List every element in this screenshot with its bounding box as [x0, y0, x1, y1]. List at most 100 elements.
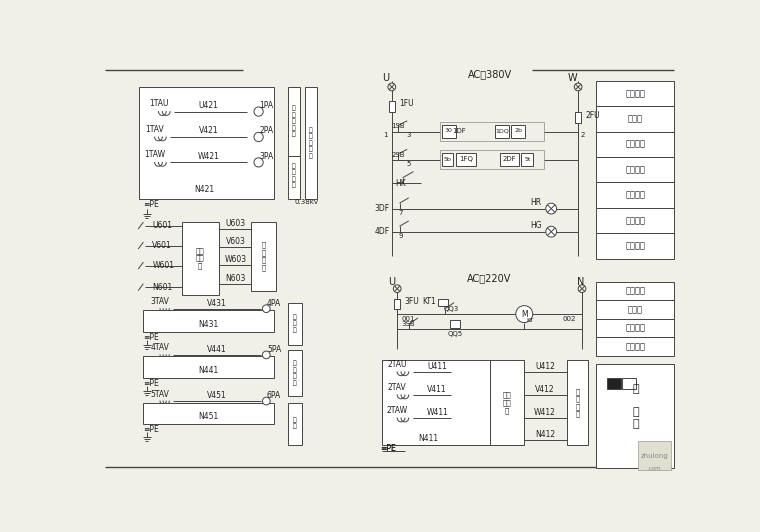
Text: N441: N441 — [198, 366, 219, 375]
Text: 电

计
量: 电 计 量 — [632, 384, 639, 429]
Bar — [143, 403, 274, 424]
Text: 2TAV: 2TAV — [388, 383, 407, 392]
Text: 电
能
计
量
屏: 电 能 计 量 屏 — [309, 127, 313, 159]
Text: 0.38kv: 0.38kv — [294, 200, 318, 205]
Text: ≡PE: ≡PE — [143, 379, 159, 388]
Bar — [382, 360, 489, 445]
Text: 1PA: 1PA — [259, 101, 274, 110]
Bar — [288, 403, 302, 445]
Bar — [596, 233, 674, 259]
Text: 2TAU: 2TAU — [388, 360, 407, 369]
Circle shape — [516, 305, 533, 322]
Circle shape — [546, 226, 556, 237]
Text: U601: U601 — [152, 221, 173, 230]
Bar — [606, 378, 620, 389]
Text: 1DF: 1DF — [453, 128, 467, 134]
Text: V601: V601 — [152, 241, 172, 250]
Bar — [596, 208, 674, 233]
Bar — [596, 182, 674, 208]
Text: 熔断器: 熔断器 — [628, 114, 643, 123]
Bar — [521, 153, 533, 166]
Text: AC～220V: AC～220V — [467, 273, 511, 284]
Bar — [596, 157, 674, 182]
Text: 002: 002 — [562, 315, 576, 322]
Text: 4PA: 4PA — [267, 299, 281, 308]
Text: V451: V451 — [207, 391, 227, 400]
Text: 分闸回路: 分闸回路 — [625, 165, 645, 174]
Circle shape — [262, 397, 270, 405]
Text: ≡PE: ≡PE — [143, 332, 159, 342]
Text: .com: .com — [648, 466, 661, 471]
Text: AC～380V: AC～380V — [467, 70, 511, 80]
Bar — [596, 319, 674, 337]
Text: N411: N411 — [418, 434, 438, 443]
Text: 9: 9 — [399, 234, 404, 239]
Text: 3SB: 3SB — [401, 321, 415, 327]
Bar — [575, 112, 581, 123]
Text: 5PA: 5PA — [267, 345, 281, 354]
Bar — [596, 81, 674, 106]
Bar — [288, 87, 300, 156]
Bar — [288, 303, 302, 345]
Bar — [139, 87, 274, 198]
Text: U603: U603 — [226, 220, 245, 229]
Text: 风冷回路: 风冷回路 — [625, 323, 645, 332]
Bar — [511, 124, 525, 138]
Bar — [143, 310, 274, 332]
Text: 30: 30 — [445, 128, 453, 134]
Circle shape — [546, 203, 556, 214]
Text: N412: N412 — [535, 430, 555, 439]
Text: U421: U421 — [198, 101, 218, 110]
Text: 7: 7 — [399, 210, 404, 216]
Bar — [439, 150, 543, 169]
Bar — [442, 124, 456, 138]
Text: 2DF: 2DF — [502, 156, 516, 162]
Text: N451: N451 — [198, 412, 219, 421]
Text: HG: HG — [530, 221, 542, 230]
Text: W: W — [568, 73, 578, 82]
Text: ≡PE: ≡PE — [143, 425, 159, 434]
Text: 4TAV: 4TAV — [150, 344, 169, 353]
Text: V441: V441 — [207, 345, 227, 354]
Bar — [251, 222, 276, 291]
Text: 2TAW: 2TAW — [387, 406, 408, 415]
Bar — [288, 156, 300, 198]
Text: V412: V412 — [535, 385, 555, 394]
Bar — [457, 153, 476, 166]
Text: KT: KT — [526, 318, 534, 323]
Circle shape — [262, 305, 270, 312]
Text: HR: HR — [530, 198, 541, 207]
Bar — [622, 378, 636, 389]
Text: 2: 2 — [581, 132, 585, 138]
Text: U: U — [382, 73, 389, 82]
Text: 计
量
卡
表: 计 量 卡 表 — [575, 388, 579, 418]
Text: 3DF: 3DF — [375, 204, 389, 213]
Bar — [596, 364, 674, 468]
Bar — [388, 101, 395, 112]
Text: ≡PE: ≡PE — [380, 444, 396, 453]
Bar — [288, 350, 302, 396]
Text: 1: 1 — [384, 132, 388, 138]
Text: N603: N603 — [225, 274, 245, 283]
Text: 1TAU: 1TAU — [149, 99, 168, 109]
Circle shape — [254, 158, 263, 167]
Text: 3TAV: 3TAV — [150, 297, 169, 306]
Bar — [489, 360, 524, 445]
Text: 电
能
计
量: 电 能 计 量 — [292, 163, 296, 188]
Text: 5: 5 — [407, 161, 411, 167]
Text: 2SB: 2SB — [391, 152, 405, 157]
Text: U411: U411 — [427, 362, 447, 371]
Text: 4DF: 4DF — [375, 227, 389, 236]
Bar — [499, 153, 519, 166]
Circle shape — [388, 83, 396, 91]
Text: QQ5: QQ5 — [448, 331, 463, 337]
Text: N431: N431 — [198, 320, 219, 329]
Circle shape — [578, 285, 586, 293]
Text: 1TAV: 1TAV — [145, 125, 164, 134]
Bar — [450, 320, 461, 328]
Text: 2FU: 2FU — [585, 111, 600, 120]
Text: 联合
接线
盒: 联合 接线 盒 — [196, 247, 204, 269]
Text: 1FQ: 1FQ — [460, 156, 473, 162]
Text: 电
流
互
感
屏: 电 流 互 感 屏 — [292, 106, 296, 137]
Text: N421: N421 — [195, 185, 215, 194]
